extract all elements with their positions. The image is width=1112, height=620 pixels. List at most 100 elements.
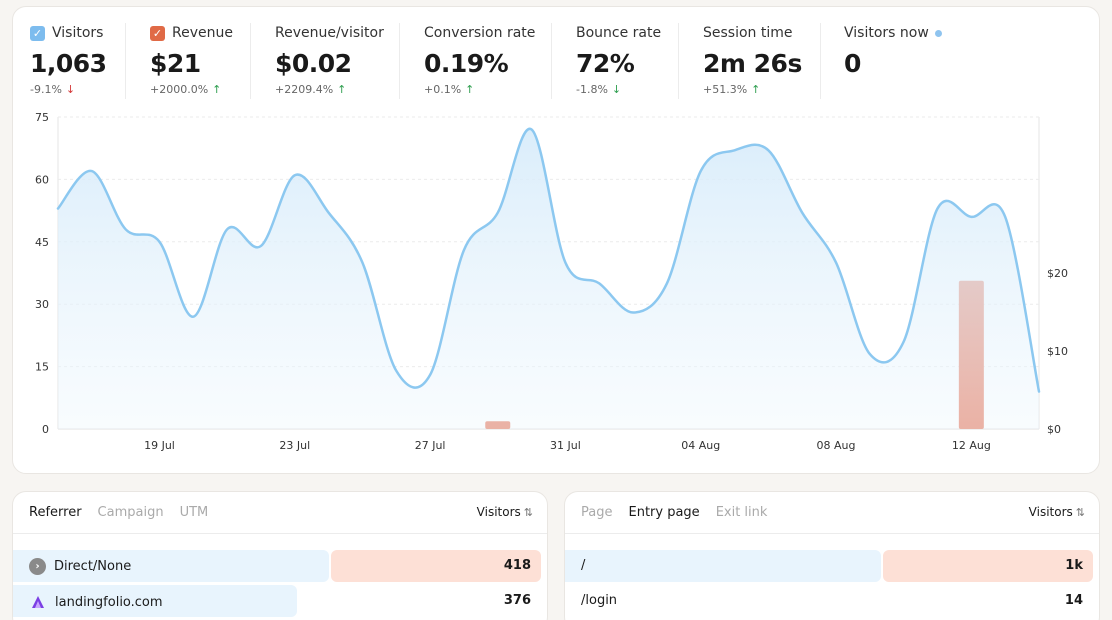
row-label: / — [581, 558, 586, 573]
kpi-visitors-now-label-row: Visitors now — [844, 25, 942, 41]
kpi-value: 0.19% — [424, 49, 509, 78]
arrow-down-icon: ↓ — [65, 83, 76, 96]
kpi-value: 0 — [844, 49, 861, 78]
x-tick-label: 19 Jul — [144, 439, 175, 452]
row-label: /login — [581, 593, 618, 608]
kpi-delta: -9.1% — [30, 83, 62, 96]
analytics-main-card: ✓ Visitors 1,063 -9.1% ↓ ✓ Revenue $21 +2… — [12, 6, 1100, 474]
row-bar — [13, 585, 297, 617]
tab-referrer[interactable]: Referrer — [29, 505, 82, 520]
x-tick-label: 31 Jul — [550, 439, 581, 452]
visitors-sort-header[interactable]: Visitors ⇅ — [1029, 505, 1085, 519]
tab-exit-link[interactable]: Exit link — [715, 505, 768, 520]
kpi-label: Session time — [703, 25, 793, 41]
kpi-divider — [551, 23, 552, 99]
visitors-sort-header[interactable]: Visitors ⇅ — [477, 505, 533, 519]
kpi-delta-row: +51.3% ↑ — [703, 83, 760, 96]
row-highlight — [883, 550, 1093, 582]
row-value: 376 — [503, 593, 531, 608]
kpi-value: $0.02 — [275, 49, 352, 78]
divider — [565, 533, 1099, 534]
row-value: 1k — [1065, 558, 1083, 573]
table-row[interactable]: › Direct/None 418 — [13, 550, 547, 582]
x-tick-label: 12 Aug — [952, 439, 991, 452]
kpi-delta: +51.3% — [703, 83, 748, 96]
visitors-checkbox-icon[interactable]: ✓ — [30, 25, 45, 41]
x-tick-label: 04 Aug — [681, 439, 720, 452]
arrow-up-icon: ↑ — [212, 83, 222, 96]
kpi-value: 1,063 — [30, 49, 107, 78]
kpi-delta-row: -1.8% ↓ — [576, 83, 621, 96]
tab-campaign[interactable]: Campaign — [97, 505, 164, 520]
y-left-ticks: 75 60 45 30 15 0 — [35, 111, 49, 436]
y-tick-label: 60 — [35, 173, 49, 186]
column-label: Visitors — [476, 505, 521, 519]
kpi-divider — [820, 23, 821, 99]
kpi-label: Visitors — [52, 25, 104, 41]
kpi-divider — [125, 23, 126, 99]
kpi-label: Conversion rate — [424, 25, 536, 41]
arrow-up-icon: ↑ — [751, 83, 761, 96]
kpi-revenue-label-row: ✓ Revenue — [150, 25, 233, 41]
row-highlight — [331, 550, 541, 582]
kpi-delta: +2000.0% — [150, 83, 209, 96]
kpi-divider — [678, 23, 679, 99]
y-tick-label: 0 — [42, 423, 49, 436]
row-label-text: landingfolio.com — [55, 594, 163, 610]
visitors-area — [58, 128, 1039, 429]
y-right-tick-label: $20 — [1047, 267, 1068, 280]
table-row[interactable]: landingfolio.com 376 — [13, 585, 547, 617]
y-right-ticks: $20 $10 $0 — [1047, 267, 1068, 436]
kpi-label: Bounce rate — [576, 25, 662, 41]
y-tick-label: 30 — [35, 298, 49, 311]
divider — [13, 533, 547, 534]
visitors-line — [56, 127, 1041, 393]
referrer-tabs: Referrer Campaign UTM — [29, 505, 208, 520]
y-tick-label: 45 — [35, 236, 49, 249]
y-right-tick-label: $10 — [1047, 345, 1068, 358]
row-bar — [565, 550, 881, 582]
sort-icon: ⇅ — [523, 506, 533, 519]
arrow-up-icon: ↑ — [337, 83, 347, 96]
x-tick-label: 27 Jul — [415, 439, 446, 452]
kpi-label: Revenue — [172, 25, 233, 41]
kpi-value: 72% — [576, 49, 635, 78]
y-tick-label: 75 — [35, 111, 49, 124]
sort-icon: ⇅ — [1075, 506, 1085, 519]
kpi-divider — [250, 23, 251, 99]
table-row[interactable]: /login 14 — [565, 585, 1099, 617]
arrow-up-icon: ↑ — [465, 83, 475, 96]
table-row[interactable]: / 1k — [565, 550, 1099, 582]
row-value: 418 — [503, 558, 531, 573]
kpi-value: $21 — [150, 49, 201, 78]
globe-icon: › — [29, 558, 46, 575]
kpi-value: 2m 26s — [703, 49, 802, 78]
kpi-delta-row: +0.1% ↑ — [424, 83, 474, 96]
kpi-delta: -1.8% — [576, 83, 608, 96]
kpi-visitors-label-row: ✓ Visitors — [30, 25, 103, 41]
x-ticks: 19 Jul 23 Jul 27 Jul 31 Jul 04 Aug 08 Aug 12 A… — [144, 439, 991, 452]
kpi-label: Visitors now — [844, 25, 929, 41]
live-dot-icon — [934, 29, 942, 37]
tab-utm[interactable]: UTM — [179, 505, 209, 520]
revenue-checkbox-icon[interactable]: ✓ — [150, 25, 165, 41]
row-value: 14 — [1064, 593, 1083, 608]
y-right-tick-label: $0 — [1047, 423, 1061, 436]
row-label: › Direct/None — [29, 558, 131, 575]
kpi-label: Revenue/visitor — [275, 25, 384, 41]
row-bar — [13, 550, 329, 582]
kpi-delta-row: +2209.4% ↑ — [275, 83, 346, 96]
x-tick-label: 08 Aug — [817, 439, 856, 452]
x-tick-label: 23 Jul — [279, 439, 310, 452]
kpi-delta: +2209.4% — [275, 83, 334, 96]
tab-page[interactable]: Page — [581, 505, 613, 520]
page-tabs: Page Entry page Exit link — [581, 505, 767, 520]
tab-entry-page[interactable]: Entry page — [628, 505, 700, 520]
pages-panel: Page Entry page Exit link Visitors ⇅ / 1k… — [564, 491, 1100, 620]
row-label-text: Direct/None — [54, 559, 132, 574]
arrow-down-icon: ↓ — [611, 83, 622, 96]
kpi-divider — [399, 23, 400, 99]
landingfolio-logo-icon — [32, 596, 44, 608]
row-label: landingfolio.com — [29, 593, 163, 611]
kpi-delta: +0.1% — [424, 83, 462, 96]
